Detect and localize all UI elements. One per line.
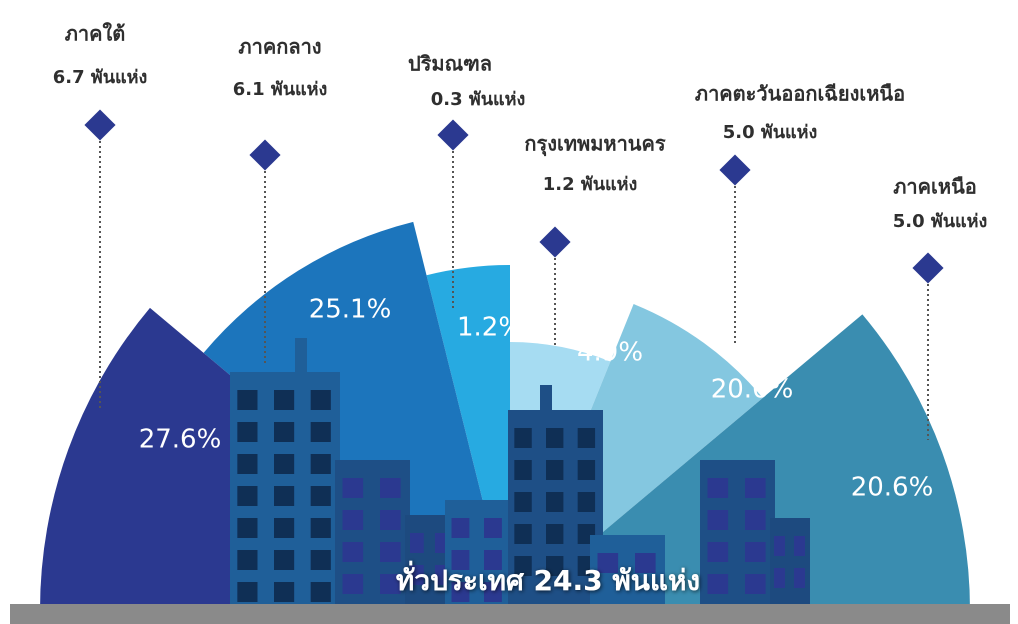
value-label: 20.6%	[711, 375, 794, 405]
window	[274, 390, 294, 410]
count-label: 0.3 พันแห่ง	[431, 89, 526, 110]
window	[380, 510, 401, 530]
window	[237, 582, 257, 602]
window	[274, 518, 294, 538]
window	[274, 550, 294, 570]
window	[274, 454, 294, 474]
window	[311, 550, 331, 570]
window	[546, 460, 563, 480]
value-label: 4.9%	[577, 338, 643, 368]
window	[484, 518, 502, 538]
window	[745, 574, 766, 594]
region-label: ภาคใต้	[65, 22, 126, 46]
diamond	[912, 252, 943, 283]
window	[745, 478, 766, 498]
count-label: 5.0 พันแห่ง	[893, 211, 988, 232]
window	[311, 422, 331, 442]
count-label: 1.2 พันแห่ง	[543, 174, 638, 195]
value-label: 27.6%	[139, 425, 222, 455]
window	[410, 533, 424, 553]
window	[708, 510, 729, 530]
count-label: 6.1 พันแห่ง	[233, 79, 328, 100]
window	[578, 492, 595, 512]
window	[237, 518, 257, 538]
count-label: 6.7 พันแห่ง	[53, 67, 148, 88]
window	[343, 574, 364, 594]
window	[452, 518, 470, 538]
window	[774, 536, 785, 556]
window	[237, 550, 257, 570]
window	[745, 542, 766, 562]
window	[514, 460, 531, 480]
window	[546, 492, 563, 512]
window	[578, 428, 595, 448]
window	[311, 454, 331, 474]
count-label: 5.0 พันแห่ง	[723, 122, 818, 143]
window	[745, 510, 766, 530]
value-label: 1.2%	[457, 313, 523, 343]
window	[794, 568, 805, 588]
window	[311, 486, 331, 506]
window	[514, 492, 531, 512]
window	[343, 542, 364, 562]
window	[274, 422, 294, 442]
value-label: 25.1%	[309, 295, 392, 325]
chart-title: ทั่วประเทศ 24.3 พันแห่ง	[396, 560, 700, 597]
window	[311, 390, 331, 410]
window	[311, 518, 331, 538]
window	[514, 524, 531, 544]
window	[237, 486, 257, 506]
window	[546, 524, 563, 544]
region-label: กรุงเทพมหานคร	[524, 132, 665, 157]
region-label: ภาคตะวันออกเฉียงเหนือ	[695, 82, 905, 106]
window	[774, 568, 785, 588]
diamond	[249, 139, 280, 170]
window	[380, 478, 401, 498]
window	[274, 486, 294, 506]
window	[708, 542, 729, 562]
diamond	[539, 226, 570, 257]
region-label: ปริมณฑล	[408, 52, 492, 76]
window	[343, 478, 364, 498]
window	[578, 460, 595, 480]
window	[343, 510, 364, 530]
window	[514, 428, 531, 448]
region-label: ภาคเหนือ	[893, 175, 977, 199]
window	[311, 582, 331, 602]
window	[274, 582, 294, 602]
chart: ภาคใต้ 6.7 พันแห่ง 27.6% ภาคกลาง 6.1 พันแห่ง…	[0, 0, 1018, 624]
window	[380, 542, 401, 562]
window	[708, 574, 729, 594]
window	[708, 478, 729, 498]
window	[546, 428, 563, 448]
ground	[10, 604, 1010, 624]
diamond	[719, 154, 750, 185]
window	[237, 390, 257, 410]
window	[794, 536, 805, 556]
window	[237, 454, 257, 474]
value-label: 20.6%	[851, 473, 934, 503]
building	[770, 518, 810, 604]
diamond	[437, 119, 468, 150]
window	[237, 422, 257, 442]
region-label: ภาคกลาง	[238, 35, 321, 59]
diamond	[84, 109, 115, 140]
